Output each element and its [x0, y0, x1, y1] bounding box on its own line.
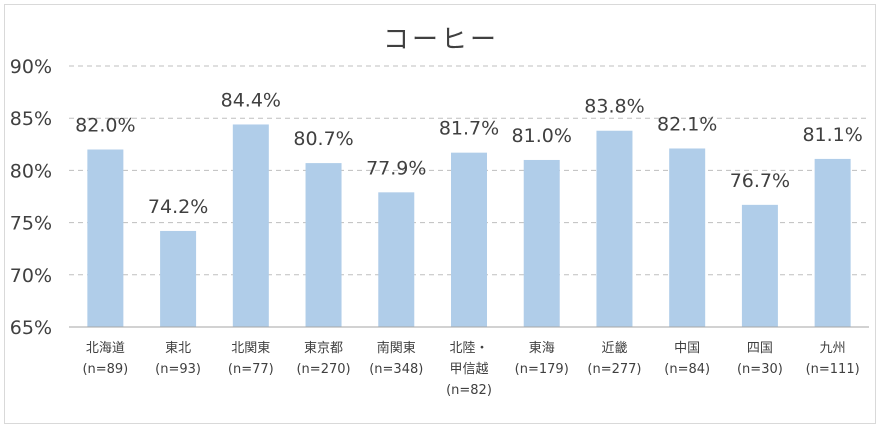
x-category-label: (n=84)	[664, 362, 710, 377]
x-category-label: (n=93)	[155, 362, 201, 377]
data-label: 77.9%	[366, 157, 426, 179]
bar	[741, 204, 778, 327]
data-label: 80.7%	[293, 128, 353, 150]
x-category-label: 甲信越	[449, 362, 488, 377]
y-tick-label: 65%	[10, 317, 52, 339]
x-category-label: 東京都	[304, 340, 343, 356]
data-label: 76.7%	[730, 170, 790, 192]
x-category-label: 九州	[820, 341, 846, 356]
bar	[596, 130, 633, 327]
bar	[232, 124, 269, 328]
x-category-label: 北陸・	[449, 340, 488, 356]
y-axis-ticks: 65% 70% 75% 80% 85% 90%	[10, 56, 52, 339]
data-labels: 82.0% 74.2% 84.4% 80.7% 77.9% 81.7% 81.0% 83.8%…	[75, 89, 863, 217]
data-label: 81.7%	[439, 118, 499, 140]
x-category-label: (n=77)	[228, 362, 274, 377]
bar	[523, 159, 560, 327]
data-label: 82.1%	[657, 113, 717, 135]
bar	[814, 158, 851, 327]
y-tick-label: 85%	[10, 108, 52, 130]
chart-frame	[4, 4, 876, 424]
x-category-label: 四国	[747, 341, 773, 356]
bar	[451, 152, 487, 327]
x-category-label: 近畿	[601, 341, 627, 356]
x-category-label: (n=30)	[737, 362, 783, 377]
data-label: 81.0%	[512, 125, 572, 147]
chart-title: コーヒー	[383, 25, 499, 55]
bar	[160, 230, 197, 327]
x-category-label: 中国	[674, 341, 700, 356]
x-category-label: 東北	[165, 340, 191, 356]
bars	[87, 124, 851, 328]
bar	[378, 192, 415, 327]
x-category-label: (n=82)	[446, 383, 492, 398]
y-tick-label: 70%	[10, 265, 52, 287]
data-label: 82.0%	[75, 115, 135, 137]
x-axis-categories: 北海道 (n=89) 東北 (n=93) 北関東 (n=77) 東京都 (n=270) 南関東 (…	[82, 340, 859, 398]
x-category-label: 北海道	[86, 341, 125, 356]
y-tick-label: 90%	[10, 56, 52, 78]
data-label: 81.1%	[802, 124, 862, 146]
x-category-label: (n=111)	[806, 362, 860, 377]
bar	[305, 163, 342, 327]
x-category-label: (n=179)	[515, 362, 569, 377]
data-label: 84.4%	[221, 89, 281, 111]
x-category-label: 東海	[529, 340, 555, 356]
data-label: 74.2%	[148, 196, 208, 218]
y-tick-label: 75%	[10, 213, 52, 235]
x-category-label: (n=89)	[82, 362, 128, 377]
x-category-label: (n=270)	[296, 362, 350, 377]
data-label: 83.8%	[584, 96, 644, 118]
y-tick-label: 80%	[10, 160, 52, 182]
x-category-label: (n=348)	[369, 362, 423, 377]
bar	[669, 148, 706, 327]
x-category-label: 北関東	[231, 340, 270, 356]
x-category-label: (n=277)	[587, 362, 641, 377]
x-category-label: 南関東	[377, 340, 416, 356]
bar	[87, 149, 124, 327]
